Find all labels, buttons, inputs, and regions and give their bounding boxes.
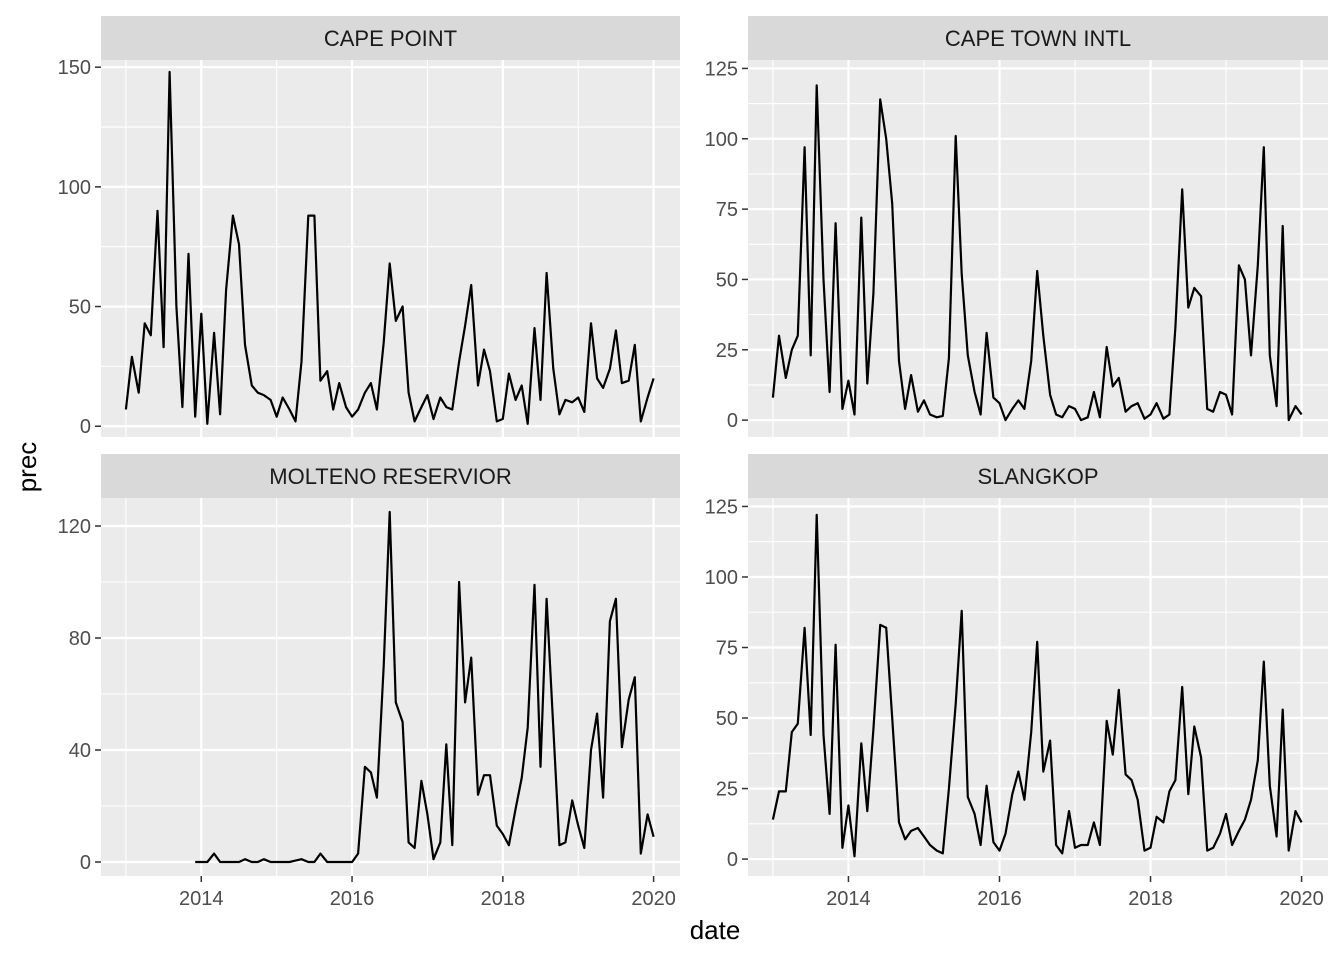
panel-background — [748, 60, 1328, 437]
x-tick-label: 2014 — [826, 888, 871, 910]
y-tick-label: 40 — [69, 740, 91, 762]
facet-panel: SLANGKOP 0 25 50 75 100 125 2014 2016 2018 2020 — [705, 454, 1328, 910]
facet-strip-label: CAPE TOWN INTL — [945, 26, 1131, 51]
facet-strip — [101, 16, 680, 60]
y-tick-label: 0 — [727, 410, 738, 432]
y-tick-label: 0 — [727, 849, 738, 871]
x-tick-label: 2016 — [330, 888, 375, 910]
facet-strip-label: CAPE POINT — [324, 26, 457, 51]
y-tick-label: 50 — [716, 708, 738, 730]
y-axis-title: prec — [12, 442, 42, 493]
y-tick-label: 25 — [716, 779, 738, 801]
facet-strip — [101, 454, 680, 498]
facet-strip — [748, 454, 1328, 498]
facet-strip-label: MOLTENO RESERVIOR — [269, 464, 511, 489]
x-axis-title: date — [690, 915, 741, 945]
y-tick-label: 120 — [58, 516, 91, 538]
x-tick-label: 2018 — [481, 888, 526, 910]
facet-strip-label: SLANGKOP — [977, 464, 1098, 489]
y-tick-label: 100 — [705, 567, 738, 589]
y-tick-label: 125 — [705, 58, 738, 80]
y-tick-label: 125 — [705, 496, 738, 518]
panels: CAPE POINT 0 50 100 150 CAPE TOWN INTL 0 25 50 75… — [58, 16, 1328, 910]
facet-strip — [748, 16, 1328, 60]
panel-background — [101, 60, 680, 437]
facet-panel: CAPE TOWN INTL 0 25 50 75 100 125 — [705, 16, 1328, 437]
y-tick-label: 150 — [58, 57, 91, 79]
y-tick-label: 75 — [716, 638, 738, 660]
y-tick-label: 50 — [716, 269, 738, 291]
series-line — [195, 510, 655, 864]
x-tick-label: 2018 — [1128, 888, 1173, 910]
x-tick-label: 2016 — [977, 888, 1022, 910]
facet-panel: MOLTENO RESERVIOR 0 40 80 120 2014 2016 2018 202… — [58, 454, 680, 910]
y-tick-label: 75 — [716, 199, 738, 221]
x-tick-label: 2014 — [179, 888, 224, 910]
series-line — [124, 70, 655, 425]
series-line — [771, 513, 1303, 858]
x-tick-label: 2020 — [631, 888, 676, 910]
y-tick-label: 80 — [69, 628, 91, 650]
facet-panel: CAPE POINT 0 50 100 150 — [58, 16, 680, 438]
y-tick-label: 25 — [716, 340, 738, 362]
y-tick-label: 50 — [69, 297, 91, 319]
y-tick-label: 100 — [58, 177, 91, 199]
panel-background — [748, 498, 1328, 876]
y-tick-label: 0 — [80, 852, 91, 874]
x-tick-label: 2020 — [1279, 888, 1324, 910]
y-tick-label: 100 — [705, 129, 738, 151]
y-tick-label: 0 — [80, 416, 91, 438]
series-line — [771, 84, 1303, 422]
